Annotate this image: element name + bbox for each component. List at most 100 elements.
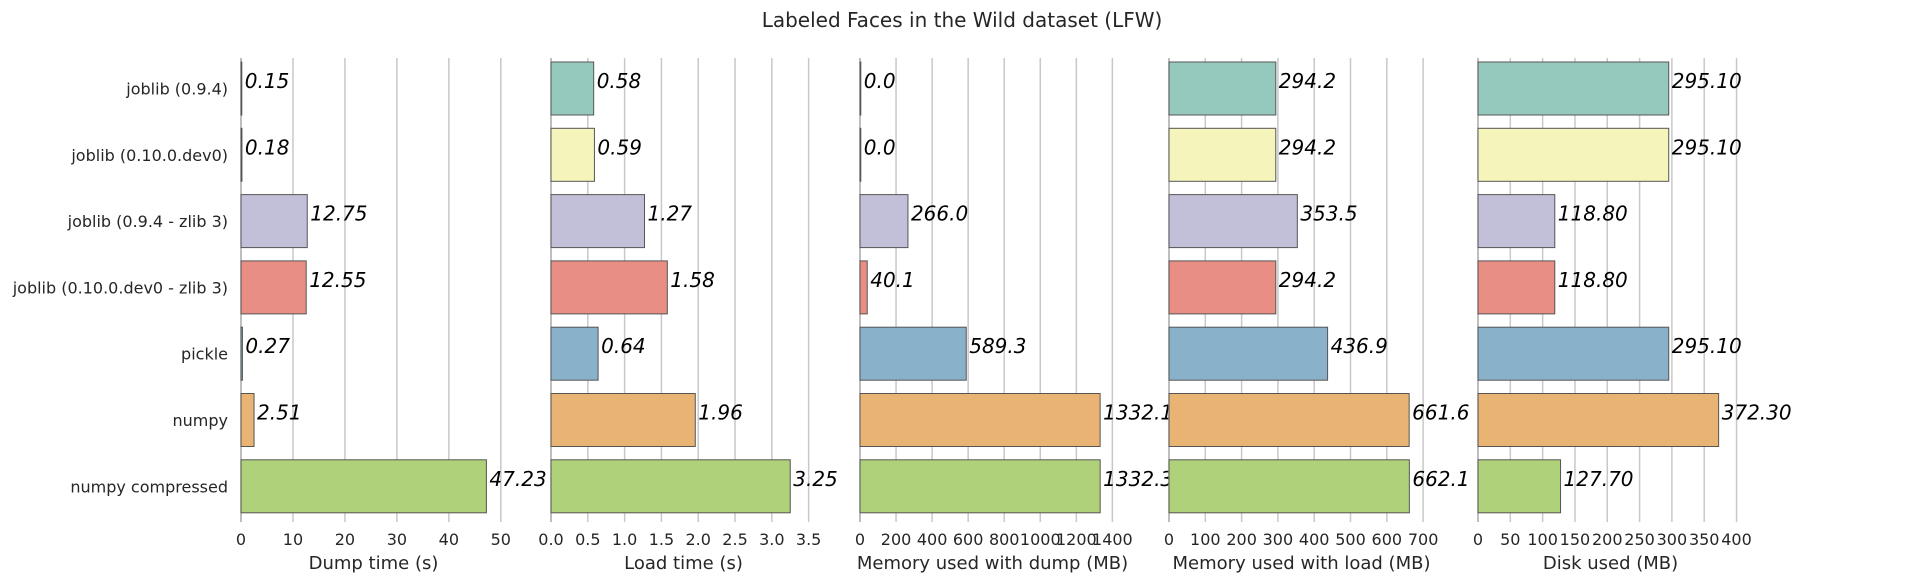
bar <box>1168 260 1277 315</box>
bar <box>1477 260 1556 315</box>
data-label: 294.2 <box>1279 135 1336 159</box>
x-tick-label: 20 <box>335 530 355 549</box>
panel-2: 0.0 0.5 1.0 1.5 2.0 2.5 3.0 3.5 0.58 0.59 1.27 1.58… <box>538 58 838 574</box>
data-label: 127.70 <box>1564 467 1634 491</box>
x-tick-label: 250 <box>1624 530 1655 549</box>
x-tick-label: 0 <box>855 530 865 549</box>
x-tick-label: 50 <box>491 530 511 549</box>
x-tick-label: 400 <box>917 530 948 549</box>
data-label: 0.27 <box>245 334 290 358</box>
x-tick-label: 600 <box>953 530 984 549</box>
data-label: 12.55 <box>309 268 366 292</box>
x-tick-label: 100 <box>1527 530 1558 549</box>
x-tick-label: 1400 <box>1092 530 1133 549</box>
data-label: 1332.1 <box>1103 401 1173 425</box>
category-label: joblib (0.10.0.dev0 - zlib 3) <box>12 278 228 297</box>
x-tick-label: 200 <box>1592 530 1623 549</box>
category-label: joblib (0.10.0.dev0) <box>70 146 228 165</box>
data-label: 0.18 <box>245 135 290 159</box>
data-label: 12.75 <box>310 202 367 226</box>
data-label: 118.80 <box>1558 202 1628 226</box>
x-tick-label: 300 <box>1657 530 1688 549</box>
x-tick-label: 1200 <box>1056 530 1097 549</box>
x-tick-label: 350 <box>1689 530 1720 549</box>
category-label: joblib (0.9.4) <box>125 80 228 99</box>
data-label: 372.30 <box>1722 401 1792 425</box>
bar <box>550 194 645 249</box>
data-label: 295.10 <box>1672 135 1742 159</box>
bar <box>859 393 1101 447</box>
data-label: 436.9 <box>1331 334 1388 358</box>
x-tick-label: 700 <box>1408 530 1439 549</box>
x-tick-label: 10 <box>283 530 303 549</box>
data-label: 0.64 <box>601 334 646 358</box>
data-label: 589.3 <box>969 334 1026 358</box>
data-label: 295.10 <box>1672 334 1742 358</box>
x-axis-label: Load time (s) <box>624 553 743 574</box>
x-tick-label: 3.0 <box>759 530 784 549</box>
data-label: 0.0 <box>864 135 896 159</box>
bar <box>1168 127 1277 182</box>
x-axis-label: Dump time (s) <box>309 553 439 574</box>
bar <box>240 61 243 116</box>
bar <box>1477 459 1562 514</box>
bar <box>859 194 909 249</box>
x-tick-label: 0 <box>236 530 246 549</box>
bar <box>240 260 307 315</box>
x-tick-label: 1.0 <box>612 530 637 549</box>
data-label: 0.58 <box>597 69 642 93</box>
x-tick-label: 300 <box>1263 530 1294 549</box>
data-label: 353.5 <box>1300 202 1357 226</box>
x-tick-label: 2.5 <box>722 530 747 549</box>
data-label: 0.15 <box>245 69 290 93</box>
category-labels: joblib (0.9.4) joblib (0.10.0.dev0) joblib… <box>12 80 228 497</box>
bar <box>240 459 487 514</box>
x-tick-label: 200 <box>1226 530 1257 549</box>
x-axis-label: Disk used (MB) <box>1543 553 1678 574</box>
x-tick-label: 1.5 <box>649 530 674 549</box>
bar <box>1168 459 1410 514</box>
bar <box>1168 61 1277 116</box>
data-label: 118.80 <box>1558 268 1628 292</box>
x-tick-label: 50 <box>1500 530 1520 549</box>
data-label: 40.1 <box>870 268 915 292</box>
bar <box>240 326 243 381</box>
x-tick-label: 600 <box>1372 530 1403 549</box>
bar <box>240 194 308 249</box>
bar <box>1477 194 1556 249</box>
x-tick-label: 3.5 <box>796 530 821 549</box>
bar <box>1168 393 1410 447</box>
category-label: numpy compressed <box>70 477 228 496</box>
x-tick-label: 1000 <box>1020 530 1061 549</box>
category-label: pickle <box>181 345 228 364</box>
data-label: 0.59 <box>597 135 642 159</box>
data-label: 1.96 <box>698 401 743 425</box>
data-label: 1332.3 <box>1103 467 1173 491</box>
x-tick-label: 500 <box>1335 530 1366 549</box>
data-label: 2.51 <box>257 401 302 425</box>
bar <box>550 260 668 315</box>
data-label: 266.0 <box>911 202 968 226</box>
data-label: 295.10 <box>1672 69 1742 93</box>
data-label: 1.27 <box>647 202 692 226</box>
chart-title: Labeled Faces in the Wild dataset (LFW) <box>762 8 1163 32</box>
data-label: 3.25 <box>793 467 838 491</box>
x-tick-label: 400 <box>1721 530 1752 549</box>
panel-1: 0 10 20 30 40 50 0.15 0.18 12.75 12.55 0.27 2.51 47.… <box>236 58 547 574</box>
x-tick-label: 2.0 <box>685 530 710 549</box>
bar <box>550 61 595 116</box>
x-tick-label: 30 <box>387 530 407 549</box>
panel-5: 0 50 100 150 200 250 300 350 400 295.10 295.10 118.… <box>1473 58 1792 574</box>
x-tick-label: 150 <box>1560 530 1591 549</box>
x-tick-label: 40 <box>439 530 459 549</box>
bar <box>240 393 255 447</box>
bar <box>1477 393 1720 447</box>
bar <box>550 326 599 381</box>
data-label: 1.58 <box>670 268 715 292</box>
data-label: 0.0 <box>864 69 896 93</box>
x-tick-label: 0 <box>1473 530 1483 549</box>
bar <box>859 61 862 116</box>
x-tick-label: 200 <box>881 530 912 549</box>
bar <box>859 326 967 381</box>
